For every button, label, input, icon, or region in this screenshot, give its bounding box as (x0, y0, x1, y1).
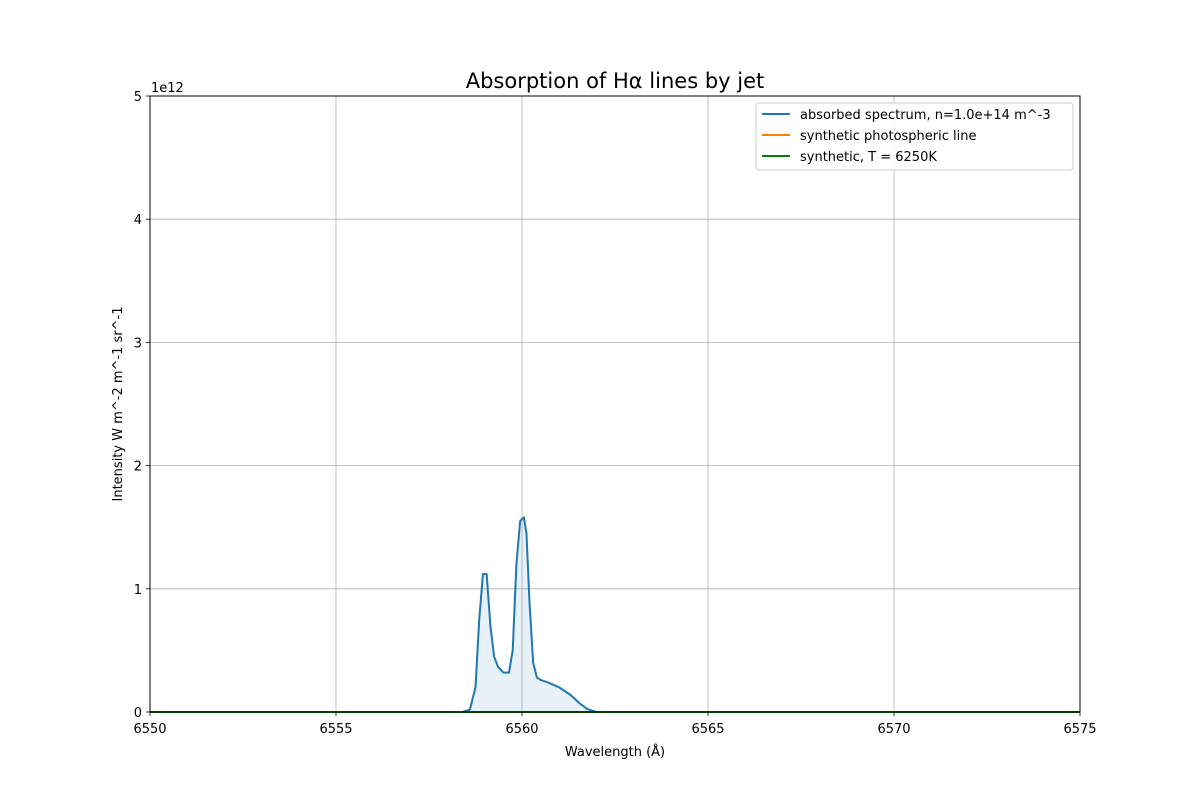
series-line-0 (150, 516, 1080, 713)
y-axis: 0 1 2 3 4 5 (134, 90, 150, 721)
y-tick-label: 3 (134, 336, 142, 351)
x-axis-label: Wavelength (Å) (565, 744, 665, 760)
y-axis-label: Intensity W m^-2 m^-1 sr^-1 (111, 307, 126, 502)
x-axis: 6550 6555 6560 6565 6570 6575 (133, 712, 1097, 737)
legend-label: synthetic photospheric line (800, 129, 976, 144)
plot-frame (149, 95, 1081, 713)
x-tick-label: 6570 (877, 722, 910, 737)
x-tick-label: 6565 (691, 722, 724, 737)
x-tick-label: 6575 (1063, 722, 1096, 737)
x-tick-label: 6550 (133, 722, 166, 737)
plot-background (150, 96, 1080, 712)
y-tick-label: 5 (134, 90, 142, 105)
legend: absorbed spectrum, n=1.0e+14 m^-3 synthet… (755, 102, 1074, 171)
x-tick-label: 6560 (505, 722, 538, 737)
y-tick-label: 1 (134, 583, 142, 598)
chart-title: Absorption of Hα lines by jet (466, 69, 765, 93)
legend-box (755, 102, 1074, 171)
y-tick-label: 2 (134, 460, 142, 475)
legend-entries: absorbed spectrum, n=1.0e+14 m^-3 synthet… (762, 108, 1051, 165)
y-tick-label: 4 (134, 213, 142, 228)
legend-label: synthetic, T = 6250K (800, 150, 937, 165)
legend-label: absorbed spectrum, n=1.0e+14 m^-3 (800, 108, 1051, 123)
x-tick-label: 6555 (319, 722, 352, 737)
y-tick-label: 0 (134, 706, 142, 721)
y-offset-label: 1e12 (151, 81, 184, 96)
